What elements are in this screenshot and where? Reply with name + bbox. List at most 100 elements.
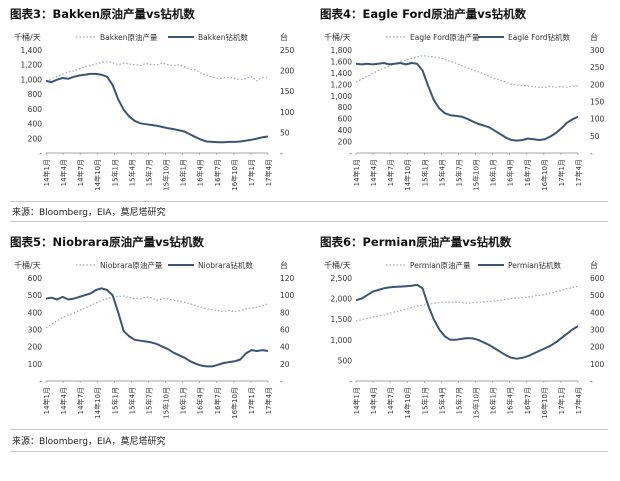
left-axis-unit: 千桶/天 <box>14 32 41 42</box>
source-note-row2: 来源：Bloomberg，EIA，莫尼塔研究 <box>12 437 166 447</box>
x-tick-label: 15年4月 <box>437 387 446 414</box>
x-tick-label: 17年4月 <box>574 387 583 414</box>
right-axis-unit: 台 <box>280 260 288 270</box>
left-tick-label: 1,000 <box>331 92 353 101</box>
x-tick-label: 16年4月 <box>196 387 205 414</box>
right-tick-label: 100 <box>590 115 605 124</box>
x-tick-label: 14年4月 <box>59 159 68 186</box>
x-tick-label: 15年1月 <box>420 387 429 414</box>
series-line-production <box>45 61 269 82</box>
x-tick-label: 17年1月 <box>247 159 256 186</box>
series-line-rigs <box>355 62 579 142</box>
left-tick-label: - <box>39 149 42 158</box>
x-tick-label: 14年10月 <box>93 387 102 419</box>
x-tick-label: 15年7月 <box>144 387 153 414</box>
series-line-production <box>355 55 578 88</box>
series-line-production <box>45 295 269 329</box>
x-tick-label: 16年7月 <box>523 387 532 414</box>
right-tick-label: 20 <box>280 360 290 369</box>
x-tick-label: 15年4月 <box>127 387 136 414</box>
right-tick-label: 250 <box>590 63 605 72</box>
series-line-rigs <box>45 72 269 144</box>
x-tick-label: 15年7月 <box>144 159 153 186</box>
series-line-rigs <box>355 283 579 360</box>
x-tick-label: 16年10月 <box>540 387 549 419</box>
divider-row1-bottom <box>10 221 608 222</box>
x-tick-label: 17年4月 <box>574 159 583 186</box>
left-tick-label: 300 <box>28 326 43 335</box>
right-tick-label: 50 <box>590 132 600 141</box>
x-tick-label: 14年1月 <box>42 159 51 186</box>
left-tick-label: 500 <box>338 356 353 365</box>
x-tick-label: 15年7月 <box>454 159 463 186</box>
left-tick-label: 600 <box>338 115 353 124</box>
right-tick-label: 200 <box>590 343 605 352</box>
right-tick-label: 300 <box>590 326 605 335</box>
x-tick-label: 16年7月 <box>213 159 222 186</box>
left-tick-label: 800 <box>338 103 353 112</box>
right-tick-label: 100 <box>280 108 295 117</box>
right-tick-label: 60 <box>280 326 290 335</box>
right-tick-label: - <box>280 377 283 386</box>
chart-title: 图表4：Eagle Ford原油产量vs钻机数 <box>320 7 527 21</box>
x-tick-label: 15年1月 <box>420 159 429 186</box>
left-tick-label: 2,000 <box>331 295 353 304</box>
x-tick-label: 17年1月 <box>247 387 256 414</box>
left-tick-label: 600 <box>28 105 43 114</box>
right-tick-label: 150 <box>280 87 295 96</box>
x-tick-label: 14年4月 <box>369 387 378 414</box>
left-tick-label: 1,600 <box>331 57 353 66</box>
left-tick-label: 1,400 <box>331 69 353 78</box>
right-axis-unit: 台 <box>590 260 598 270</box>
right-tick-label: 40 <box>280 343 290 352</box>
divider-row2-top <box>10 429 608 430</box>
left-tick-label: 200 <box>338 138 353 147</box>
left-axis-unit: 千桶/天 <box>324 32 351 42</box>
right-tick-label: 80 <box>280 308 290 317</box>
x-tick-label: 14年4月 <box>59 387 68 414</box>
left-axis-unit: 千桶/天 <box>14 260 41 270</box>
source-note-row1: 来源：Bloomberg，EIA，莫尼塔研究 <box>12 208 166 218</box>
left-tick-label: 1,000 <box>21 75 43 84</box>
series-line-rigs <box>45 287 269 368</box>
chart-title: 图表6：Permian原油产量vs钻机数 <box>320 235 512 249</box>
legend-label-rigs: Niobrara钻机数 <box>198 260 253 270</box>
x-tick-label: 14年7月 <box>76 387 85 414</box>
right-axis-unit: 台 <box>590 32 598 42</box>
legend-label-production: Permian原油产量 <box>410 260 471 270</box>
left-tick-label: 1,200 <box>21 61 43 70</box>
x-tick-label: 14年1月 <box>42 387 51 414</box>
x-tick-label: 17年1月 <box>557 159 566 186</box>
left-tick-label: - <box>39 377 42 386</box>
x-tick-label: 14年4月 <box>369 159 378 186</box>
x-tick-label: 14年10月 <box>403 387 412 419</box>
legend-label-rigs: Permian钻机数 <box>508 260 562 270</box>
right-tick-label: - <box>590 149 593 158</box>
x-tick-label: 16年1月 <box>489 159 498 186</box>
x-tick-label: 15年7月 <box>454 387 463 414</box>
left-tick-label: 1,200 <box>331 80 353 89</box>
left-tick-label: 400 <box>28 308 43 317</box>
x-tick-label: 16年4月 <box>506 159 515 186</box>
legend-label-rigs: Bakken钻机数 <box>198 32 249 42</box>
right-tick-label: 250 <box>280 46 295 55</box>
divider-row1-top <box>10 201 608 202</box>
x-tick-label: 16年7月 <box>523 159 532 186</box>
left-tick-label: 600 <box>28 274 43 283</box>
right-tick-label: 150 <box>590 98 605 107</box>
left-tick-label: 200 <box>28 134 43 143</box>
legend-label-production: Niobrara原油产量 <box>100 260 163 270</box>
left-tick-label: 800 <box>28 90 43 99</box>
x-tick-label: 16年10月 <box>540 159 549 191</box>
right-tick-label: 500 <box>590 291 605 300</box>
x-tick-label: 14年10月 <box>403 159 412 191</box>
divider-row2-bottom <box>10 451 608 452</box>
x-tick-label: 15年10月 <box>162 387 171 419</box>
left-tick-label: - <box>349 149 352 158</box>
x-tick-label: 16年1月 <box>179 159 188 186</box>
x-tick-label: 16年7月 <box>213 387 222 414</box>
x-tick-label: 14年10月 <box>93 159 102 191</box>
